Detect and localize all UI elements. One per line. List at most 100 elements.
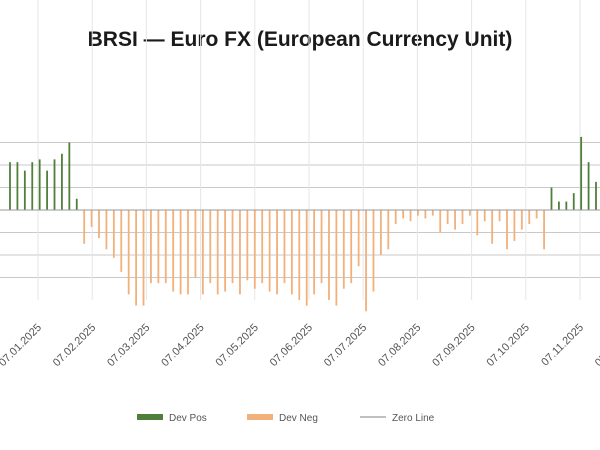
dev-neg-bar — [194, 210, 197, 278]
dev-neg-bar — [135, 210, 138, 306]
dev-pos-bar — [68, 142, 71, 210]
x-tick-label: 07.12.2025 — [593, 322, 600, 369]
dev-neg-bar — [491, 210, 494, 244]
dev-neg-bar — [157, 210, 160, 284]
dev-neg-bar — [379, 210, 382, 255]
dev-neg-bar — [105, 210, 108, 250]
x-tick-label: 07.06.2025 — [268, 322, 315, 369]
dev-neg-bar — [231, 210, 234, 284]
x-axis-tick-labels: 07.01.2025 07.02.2025 07.03.2025 07.04.2025… — [0, 322, 600, 369]
dev-neg-bar — [498, 210, 501, 222]
x-tick-label: 07.11.2025 — [539, 322, 586, 369]
dev-pos-bar — [31, 162, 34, 210]
dev-neg-bar — [290, 210, 293, 295]
dev-neg-bar — [120, 210, 123, 272]
x-tick-label: 07.07.2025 — [322, 322, 369, 369]
dev-neg-bar — [253, 210, 256, 289]
dev-neg-bar — [394, 210, 397, 225]
dev-neg-bar — [187, 210, 189, 295]
dev-neg-bar — [454, 210, 456, 230]
dev-neg-bar — [83, 210, 86, 244]
dev-neg-bar — [350, 210, 353, 284]
dev-neg-bar — [528, 210, 531, 225]
dev-neg-bar — [461, 210, 464, 225]
dev-neg-bar — [209, 210, 212, 284]
x-tick-label: 07.10.2025 — [485, 322, 532, 369]
legend-label: Zero Line — [392, 413, 435, 424]
dev-neg-bar — [90, 210, 93, 227]
dev-pos-bar — [558, 201, 560, 210]
dev-pos-bar — [53, 159, 56, 210]
dev-neg-bar — [372, 210, 375, 292]
dev-neg-bar — [468, 210, 471, 216]
dev-neg-bar — [439, 210, 442, 233]
dev-neg-bar — [276, 210, 278, 295]
dev-pos-bar — [61, 153, 63, 210]
legend-swatch-neg — [247, 414, 273, 420]
dev-neg-bar — [164, 210, 167, 284]
dev-neg-bar — [387, 210, 390, 250]
dev-neg-bar — [216, 210, 219, 295]
dev-neg-bar — [283, 210, 286, 284]
x-tick-label: 07.02.2025 — [51, 322, 98, 369]
dev-neg-bar — [476, 210, 479, 236]
dev-neg-bar — [520, 210, 523, 230]
dev-neg-bar — [298, 210, 301, 300]
dev-neg-bar — [328, 210, 330, 300]
dev-neg-bar — [402, 210, 405, 219]
chart-title: BRSI — Euro FX (European Currency Unit) — [88, 28, 513, 51]
dev-neg-bar — [513, 210, 516, 241]
dev-pos-bar — [46, 170, 48, 210]
dev-neg-bar — [506, 210, 508, 250]
dev-neg-bar — [201, 210, 204, 295]
dev-neg-bar — [543, 210, 545, 250]
x-tick-label: 07.03.2025 — [105, 322, 152, 369]
dev-pos-bar — [550, 187, 553, 210]
dev-pos-bar — [565, 201, 568, 210]
x-tick-label: 07.04.2025 — [159, 322, 206, 369]
dev-neg-bar — [179, 210, 182, 295]
dev-neg-bar — [98, 210, 100, 239]
dev-neg-bar — [342, 210, 345, 289]
dev-neg-bar — [239, 210, 241, 295]
dev-neg-bar — [535, 210, 538, 219]
x-tick-label: 07.01.2025 — [0, 322, 44, 369]
grid — [0, 0, 600, 300]
dev-neg-bar — [150, 210, 152, 284]
legend-swatch-pos — [137, 414, 163, 420]
dev-neg-bar — [112, 210, 115, 258]
dev-neg-bar — [224, 210, 227, 292]
dev-neg-bar — [305, 210, 308, 306]
dev-neg-bar — [409, 210, 412, 222]
dev-neg-bar — [261, 210, 264, 284]
dev-neg-bar — [142, 210, 145, 306]
x-tick-label: 07.08.2025 — [376, 322, 423, 369]
legend-label: Dev Pos — [169, 413, 207, 424]
x-tick-label: 07.05.2025 — [214, 322, 261, 369]
x-tick-label: 07.09.2025 — [430, 322, 477, 369]
dev-neg-bar — [313, 210, 316, 295]
dev-pos-bar — [75, 198, 78, 210]
dev-neg-bar — [357, 210, 360, 267]
dev-neg-bar — [431, 210, 434, 216]
dev-pos-bar — [23, 170, 26, 210]
dev-neg-bar — [127, 210, 130, 295]
dev-neg-bar — [172, 210, 175, 292]
dev-neg-bar — [246, 210, 249, 281]
dev-neg-bar — [424, 210, 427, 219]
bars — [9, 136, 597, 312]
dev-neg-bar — [320, 210, 323, 284]
dev-neg-bar — [483, 210, 486, 222]
dev-pos-bar — [595, 181, 597, 210]
legend-label: Dev Neg — [279, 413, 318, 424]
dev-pos-bar — [580, 136, 583, 210]
dev-pos-bar — [16, 162, 19, 210]
dev-pos-bar — [572, 193, 575, 210]
dev-pos-bar — [9, 162, 11, 210]
dev-neg-bar — [335, 210, 338, 306]
dev-neg-bar — [446, 210, 449, 225]
legend: Dev Pos Dev Neg Zero Line — [137, 413, 435, 424]
dev-neg-bar — [365, 210, 367, 312]
dev-pos-bar — [38, 159, 41, 210]
